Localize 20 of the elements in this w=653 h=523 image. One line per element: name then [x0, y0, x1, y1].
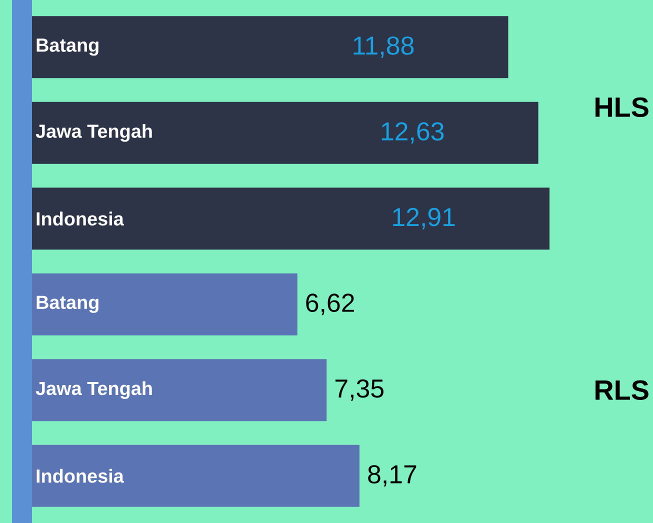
text: RLS	[596, 380, 648, 400]
bar	[32, 444, 360, 507]
data-label: 6,62	[306, 294, 354, 316]
bar	[32, 359, 327, 422]
bar	[32, 188, 550, 250]
bar	[32, 273, 298, 336]
text: HLS	[596, 97, 648, 118]
data-label: 7,35	[335, 379, 384, 401]
y-tick-label: Jawa Tengah	[36, 124, 152, 142]
bar	[32, 16, 508, 78]
data-label: 8,17	[368, 465, 416, 487]
y-tick-label: Jawa Tengah	[36, 381, 152, 399]
y-tick-label: Indonesia	[36, 212, 124, 226]
data-label: 11,88	[354, 36, 414, 58]
data-label: 12,91	[393, 208, 455, 230]
bar	[32, 102, 538, 164]
y-tick-label: Batang	[36, 38, 98, 56]
data-label: 12,63	[382, 122, 444, 144]
y-tick-label: Indonesia	[36, 468, 124, 483]
y-tick-label: Batang	[36, 296, 98, 313]
